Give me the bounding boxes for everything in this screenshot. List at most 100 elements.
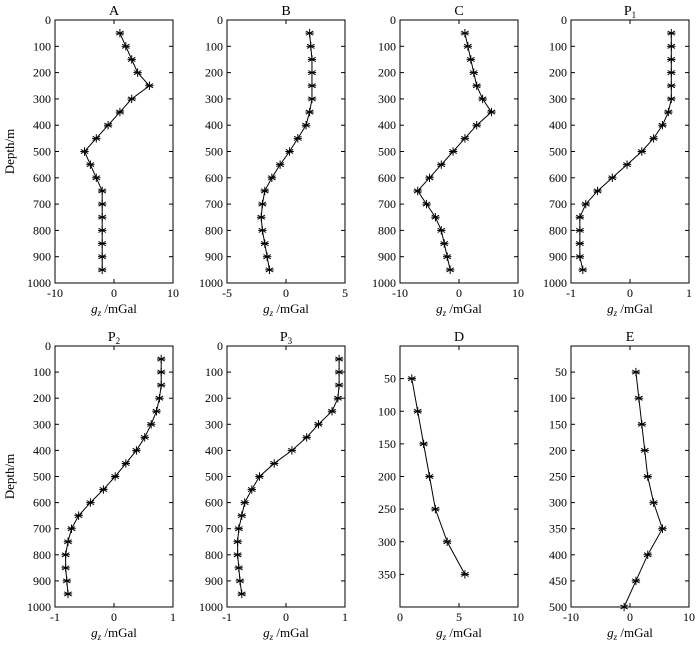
- data-point: [301, 121, 311, 130]
- title-subscript: 1: [632, 10, 637, 20]
- x-label-subscript: z: [613, 632, 618, 642]
- data-point: [649, 134, 658, 143]
- x-label-subscript: z: [442, 632, 447, 642]
- y-tick-label: 350: [549, 522, 567, 536]
- x-label-unit: /mGal: [446, 301, 482, 316]
- y-tick-label: 300: [33, 417, 51, 431]
- series-line: [579, 33, 672, 270]
- y-tick-label: 200: [33, 391, 51, 405]
- y-tick-label: 800: [33, 223, 51, 237]
- y-tick-label: 900: [378, 250, 396, 264]
- data-point: [575, 252, 585, 261]
- y-tick-label: 100: [378, 404, 396, 418]
- data-point: [257, 213, 266, 222]
- y-tick-label: 300: [205, 417, 223, 431]
- data-point: [110, 472, 120, 481]
- y-tick-label: 50: [384, 372, 396, 386]
- y-tick-label: 100: [33, 39, 51, 53]
- data-point: [631, 576, 641, 586]
- x-tick-label: 1: [170, 610, 176, 624]
- x-label-var: g: [263, 301, 270, 316]
- data-point: [127, 55, 136, 64]
- data-point: [74, 511, 83, 520]
- chart-panel-6: D 50 100 150 200 250 300 350 0 5 10 gz /mGal: [378, 330, 524, 642]
- data-point: [664, 107, 673, 117]
- data-point: [270, 459, 279, 468]
- y-tick-label: 200: [549, 66, 567, 80]
- data-point: [469, 68, 478, 77]
- data-point: [133, 68, 142, 77]
- data-point: [86, 498, 95, 507]
- data-point: [460, 570, 470, 579]
- data-point: [61, 563, 70, 573]
- data-point: [121, 459, 130, 468]
- data-point: [443, 252, 452, 261]
- chart-panel-2: C 0 100 200 300 400 500 600 700 800 900 1000-10 0 10 g…: [372, 4, 524, 318]
- title-main: D: [454, 330, 464, 345]
- y-tick-label: 800: [549, 223, 567, 237]
- chart-title: P3: [280, 330, 293, 346]
- data-point: [157, 354, 166, 364]
- y-tick-label: 600: [33, 171, 51, 185]
- y-tick-label: 450: [549, 574, 567, 588]
- data-point: [422, 199, 431, 209]
- x-tick-label: -5: [222, 286, 232, 300]
- x-tick-label: 0: [283, 610, 289, 624]
- x-axis-label: gz /mGal: [607, 625, 653, 642]
- y-axis-label: Depth/m: [2, 454, 17, 500]
- y-tick-label: 150: [549, 417, 567, 431]
- data-point: [265, 265, 274, 275]
- data-point: [440, 239, 449, 248]
- y-tick-label: 0: [217, 339, 223, 353]
- x-label-var: g: [263, 625, 270, 640]
- data-point: [86, 160, 95, 169]
- y-tick-label: 400: [549, 118, 567, 132]
- data-point: [463, 42, 473, 51]
- data-point: [115, 107, 125, 117]
- data-point: [307, 94, 317, 104]
- y-tick-label: 900: [549, 250, 567, 264]
- data-point: [667, 94, 676, 104]
- data-point: [667, 28, 676, 38]
- y-tick-label: 400: [205, 118, 223, 132]
- data-point: [643, 472, 652, 481]
- x-tick-label: 1: [342, 610, 348, 624]
- data-point: [413, 186, 422, 196]
- data-point: [98, 186, 107, 196]
- y-tick-label: 600: [378, 171, 396, 185]
- x-label-unit: /mGal: [617, 625, 653, 640]
- y-tick-label: 1000: [27, 276, 51, 290]
- data-point: [575, 226, 585, 235]
- x-label-unit: /mGal: [617, 301, 653, 316]
- y-tick-label: 0: [45, 339, 51, 353]
- y-tick-label: 600: [33, 496, 51, 510]
- y-tick-label: 1000: [27, 600, 51, 614]
- data-point: [667, 68, 676, 77]
- data-point: [448, 147, 458, 156]
- x-tick-label: 5: [342, 286, 348, 300]
- data-point: [305, 28, 314, 38]
- data-point: [98, 265, 107, 275]
- data-point: [255, 472, 264, 481]
- data-point: [98, 239, 107, 248]
- data-point: [67, 524, 76, 533]
- data-point: [233, 537, 242, 546]
- data-point: [643, 550, 652, 559]
- y-tick-label: 300: [205, 92, 223, 106]
- data-point: [152, 407, 161, 416]
- data-point: [487, 107, 496, 117]
- chart-title: B: [281, 4, 290, 19]
- data-point: [305, 107, 314, 117]
- data-point: [80, 147, 89, 156]
- y-tick-label: 800: [205, 548, 223, 562]
- data-point: [460, 134, 470, 143]
- data-point: [63, 589, 73, 599]
- chart-title: C: [454, 4, 463, 19]
- y-tick-label: 400: [205, 443, 223, 457]
- data-point: [619, 602, 629, 612]
- series-line: [411, 378, 466, 575]
- y-tick-label: 150: [378, 437, 396, 451]
- title-main: P: [280, 330, 288, 345]
- x-label-unit: /mGal: [273, 301, 309, 316]
